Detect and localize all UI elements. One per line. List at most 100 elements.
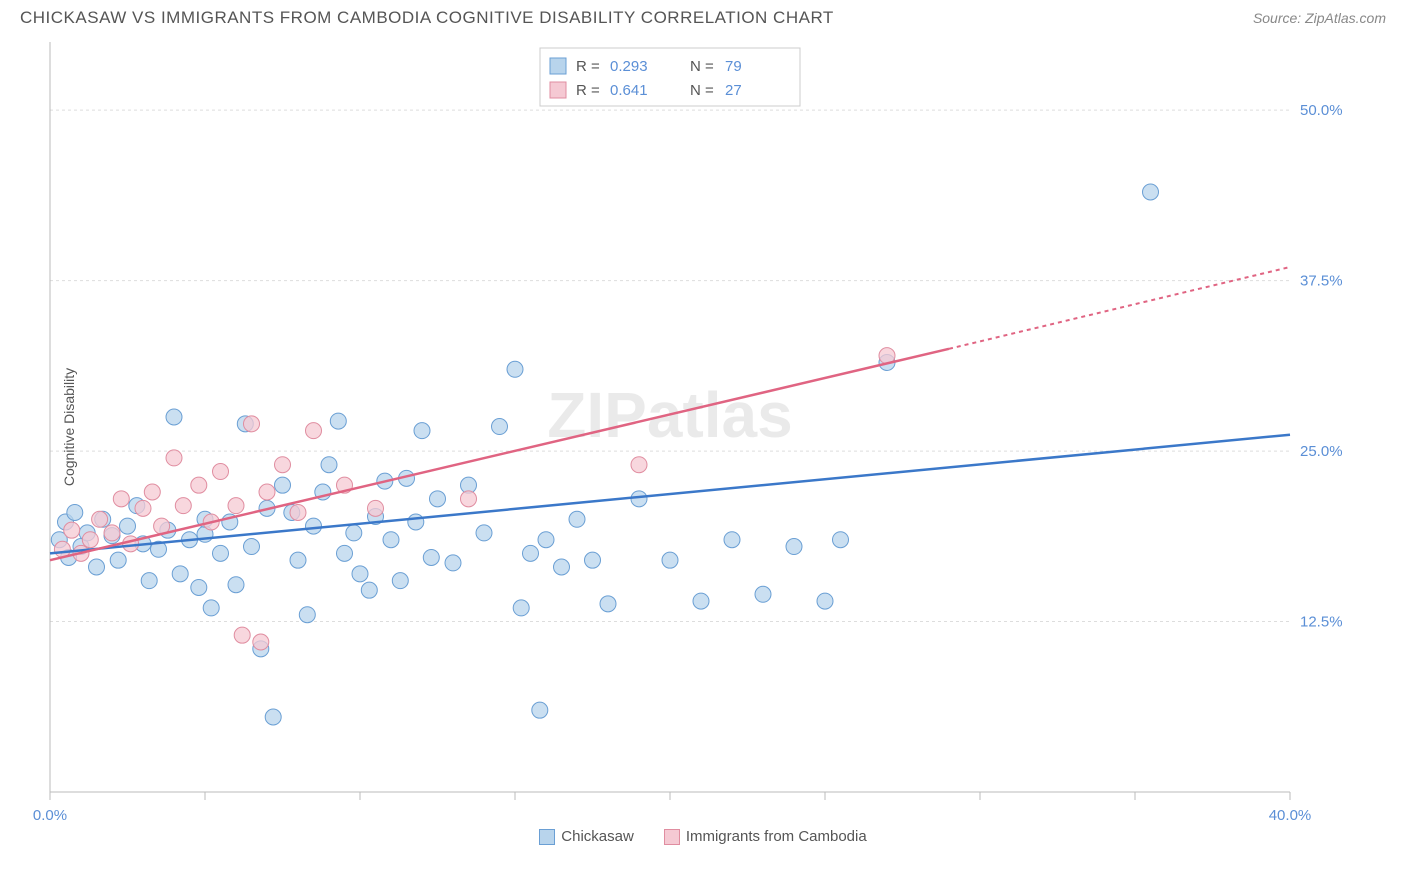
- scatter-chart-svg: 12.5%25.0%37.5%50.0%0.0%40.0%ZIPatlasR =…: [20, 32, 1350, 822]
- data-point: [306, 518, 322, 534]
- data-point: [817, 593, 833, 609]
- legend-swatch: [550, 58, 566, 74]
- data-point: [234, 627, 250, 643]
- svg-text:50.0%: 50.0%: [1300, 102, 1343, 119]
- source-prefix: Source:: [1253, 10, 1305, 26]
- data-point: [299, 607, 315, 623]
- data-point: [203, 600, 219, 616]
- svg-text:R =: R =: [576, 82, 600, 99]
- data-point: [361, 582, 377, 598]
- data-point: [523, 545, 539, 561]
- data-point: [631, 491, 647, 507]
- data-point: [321, 457, 337, 473]
- data-point: [265, 709, 281, 725]
- svg-text:R =: R =: [576, 58, 600, 75]
- data-point: [423, 549, 439, 565]
- bottom-legend: Chickasaw Immigrants from Cambodia: [0, 828, 1406, 845]
- trend-line-extrapolated: [949, 267, 1290, 349]
- data-point: [631, 457, 647, 473]
- legend-label: Immigrants from Cambodia: [686, 828, 867, 845]
- data-point: [141, 573, 157, 589]
- data-point: [228, 498, 244, 514]
- data-point: [89, 559, 105, 575]
- data-point: [755, 586, 771, 602]
- data-point: [275, 457, 291, 473]
- data-point: [445, 555, 461, 571]
- data-point: [64, 522, 80, 538]
- data-point: [253, 634, 269, 650]
- data-point: [538, 532, 554, 548]
- data-point: [228, 577, 244, 593]
- data-point: [693, 593, 709, 609]
- svg-text:0.0%: 0.0%: [33, 807, 67, 822]
- data-point: [352, 566, 368, 582]
- data-point: [120, 518, 136, 534]
- data-point: [144, 484, 160, 500]
- svg-text:N =: N =: [690, 58, 714, 75]
- data-point: [507, 361, 523, 377]
- data-point: [244, 539, 260, 555]
- data-point: [290, 552, 306, 568]
- data-point: [492, 419, 508, 435]
- data-point: [330, 413, 346, 429]
- svg-text:40.0%: 40.0%: [1269, 807, 1312, 822]
- data-point: [290, 504, 306, 520]
- data-point: [175, 498, 191, 514]
- data-point: [166, 409, 182, 425]
- data-point: [513, 600, 529, 616]
- data-point: [104, 525, 120, 541]
- legend-item: Chickasaw: [539, 828, 634, 845]
- svg-text:37.5%: 37.5%: [1300, 273, 1343, 290]
- data-point: [392, 573, 408, 589]
- data-point: [600, 596, 616, 612]
- data-point: [368, 500, 384, 516]
- data-point: [833, 532, 849, 548]
- data-point: [337, 545, 353, 561]
- y-axis-label: Cognitive Disability: [61, 368, 77, 486]
- legend-swatch: [664, 829, 680, 845]
- source-attribution: Source: ZipAtlas.com: [1253, 10, 1386, 26]
- chart-title: CHICKASAW VS IMMIGRANTS FROM CAMBODIA CO…: [20, 8, 834, 28]
- svg-text:12.5%: 12.5%: [1300, 614, 1343, 631]
- data-point: [662, 552, 678, 568]
- data-point: [82, 532, 98, 548]
- data-point: [383, 532, 399, 548]
- data-point: [244, 416, 260, 432]
- data-point: [414, 423, 430, 439]
- data-point: [67, 504, 83, 520]
- data-point: [724, 532, 740, 548]
- data-point: [585, 552, 601, 568]
- data-point: [113, 491, 129, 507]
- svg-text:25.0%: 25.0%: [1300, 443, 1343, 460]
- source-link[interactable]: ZipAtlas.com: [1305, 10, 1386, 26]
- data-point: [172, 566, 188, 582]
- data-point: [92, 511, 108, 527]
- svg-text:79: 79: [725, 58, 742, 75]
- data-point: [306, 423, 322, 439]
- chart-header: CHICKASAW VS IMMIGRANTS FROM CAMBODIA CO…: [0, 0, 1406, 32]
- data-point: [191, 477, 207, 493]
- data-point: [554, 559, 570, 575]
- data-point: [275, 477, 291, 493]
- data-point: [135, 500, 151, 516]
- data-point: [476, 525, 492, 541]
- data-point: [430, 491, 446, 507]
- svg-text:0.293: 0.293: [610, 58, 648, 75]
- data-point: [110, 552, 126, 568]
- svg-text:27: 27: [725, 82, 742, 99]
- legend-label: Chickasaw: [561, 828, 634, 845]
- data-point: [408, 514, 424, 530]
- data-point: [461, 491, 477, 507]
- svg-text:N =: N =: [690, 82, 714, 99]
- chart-area: Cognitive Disability 12.5% 25.0% 37.5% 50.0…: [20, 32, 1386, 822]
- legend-swatch: [539, 829, 555, 845]
- trend-line: [50, 435, 1290, 554]
- data-point: [259, 484, 275, 500]
- data-point: [1143, 184, 1159, 200]
- trend-line: [50, 349, 949, 560]
- data-point: [786, 539, 802, 555]
- data-point: [346, 525, 362, 541]
- legend-item: Immigrants from Cambodia: [664, 828, 867, 845]
- svg-text:0.641: 0.641: [610, 82, 648, 99]
- data-point: [569, 511, 585, 527]
